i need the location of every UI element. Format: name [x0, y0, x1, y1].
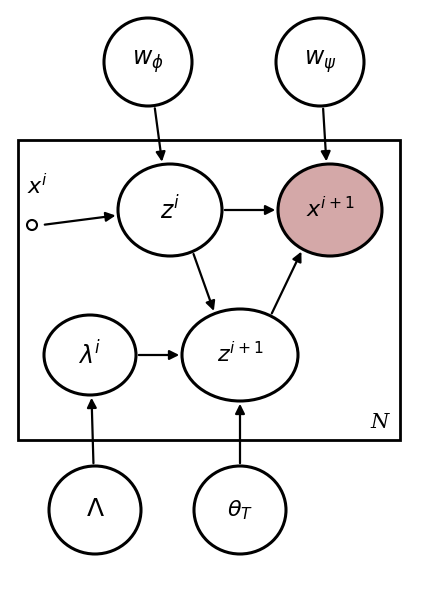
Text: $z^i$: $z^i$	[160, 196, 180, 224]
Text: N: N	[371, 413, 389, 432]
Bar	[18, 140, 400, 440]
Ellipse shape	[278, 164, 382, 256]
Text: $x^{i+1}$: $x^{i+1}$	[306, 197, 354, 223]
Text: $w_{\psi}$: $w_{\psi}$	[304, 49, 336, 75]
Ellipse shape	[118, 164, 222, 256]
Text: $\Lambda$: $\Lambda$	[86, 498, 105, 522]
Ellipse shape	[276, 18, 364, 106]
Text: $x^i$: $x^i$	[27, 175, 48, 200]
Text: $z^{i+1}$: $z^{i+1}$	[217, 342, 263, 368]
Text: $\theta_T$: $\theta_T$	[227, 498, 253, 522]
Ellipse shape	[194, 466, 286, 554]
Ellipse shape	[104, 18, 192, 106]
Text: $\lambda^i$: $\lambda^i$	[78, 341, 102, 369]
Ellipse shape	[49, 466, 141, 554]
Circle shape	[27, 220, 37, 230]
Ellipse shape	[182, 309, 298, 401]
Text: $w_{\phi}$: $w_{\phi}$	[132, 49, 164, 75]
Ellipse shape	[44, 315, 136, 395]
